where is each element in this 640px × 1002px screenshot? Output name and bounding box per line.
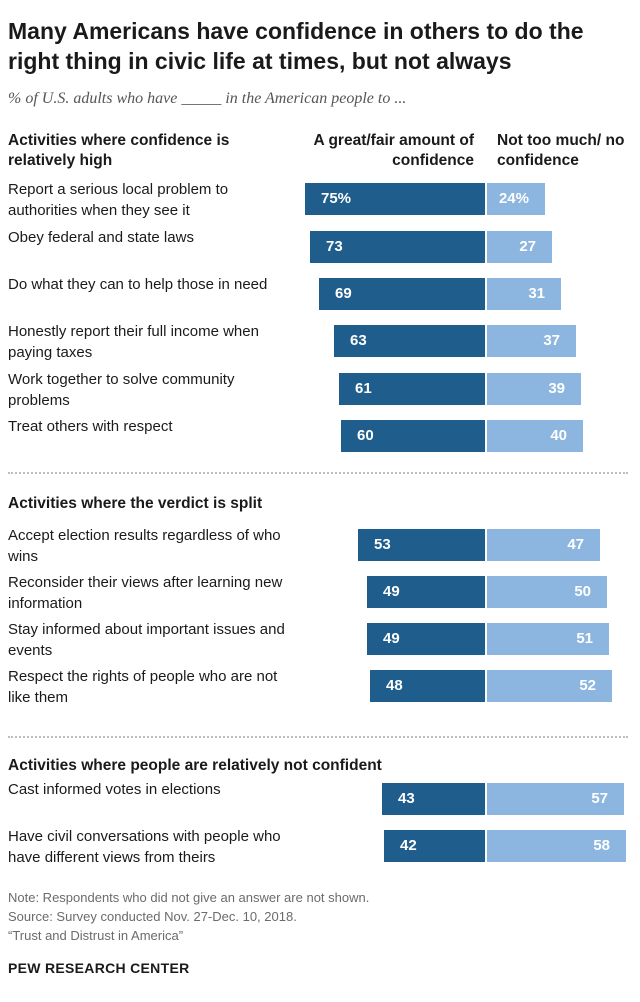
bar-not-confident: 58 [487,830,626,862]
bar-confident: 49 [367,623,485,655]
bar-not-confident: 27 [487,231,552,263]
category-label: Do what they can to help those in need [8,276,268,293]
category-label: Have civil conversations with people who… [8,828,281,866]
bar-not-confident: 51 [487,623,609,655]
note-text: Note: Respondents who did not give an an… [8,890,370,905]
column-header-not-confident: Not too much/ no confidence [497,132,625,169]
chart-title: Many Americans have confidence in others… [8,18,584,74]
category-label: Report a serious local problem to author… [8,181,229,219]
category-label: Reconsider their views after learning ne… [8,574,283,612]
bar-not-confident: 57 [487,783,624,815]
bar-not-confident: 37 [487,325,576,357]
brand-logo-text: PEW RESEARCH CENTER [8,960,190,976]
chart-subtitle: % of U.S. adults who have _____ in the A… [8,90,407,107]
section-title: Activities where the verdict is split [8,495,263,512]
source-text: Source: Survey conducted Nov. 27-Dec. 10… [8,909,297,924]
bar-confident: 60 [341,420,485,452]
category-label: Stay informed about important issues and… [8,621,285,659]
bar-confident: 43 [382,783,485,815]
bar-not-confident: 40 [487,420,583,452]
bar-confident: 42 [384,830,485,862]
bar-confident: 73 [310,231,485,263]
category-label: Obey federal and state laws [8,229,194,246]
bar-confident: 48 [370,670,485,702]
bar-not-confident: 24% [487,183,545,215]
section-title: Activities where people are relatively n… [8,757,382,774]
bar-not-confident: 39 [487,373,581,405]
bar-confident: 75% [305,183,485,215]
category-label: Accept election results regardless of wh… [8,527,281,565]
bar-not-confident: 31 [487,278,561,310]
category-label: Cast informed votes in elections [8,781,221,798]
category-label: Honestly report their full income when p… [8,323,259,361]
column-header-confident: A great/fair amount of confidence [313,132,474,169]
section-title: Activities where confidence is relativel… [8,132,230,169]
report-title-text: “Trust and Distrust in America” [8,928,184,943]
bar-not-confident: 52 [487,670,612,702]
bar-not-confident: 47 [487,529,600,561]
bar-confident: 69 [319,278,485,310]
category-label: Treat others with respect [8,418,173,435]
bar-confident: 63 [334,325,485,357]
category-label: Work together to solve community problem… [8,371,235,409]
bar-confident: 49 [367,576,485,608]
section-divider [8,472,628,474]
bar-not-confident: 50 [487,576,607,608]
bar-confident: 53 [358,529,485,561]
bar-confident: 61 [339,373,485,405]
section-divider [8,736,628,738]
category-label: Respect the rights of people who are not… [8,668,278,706]
